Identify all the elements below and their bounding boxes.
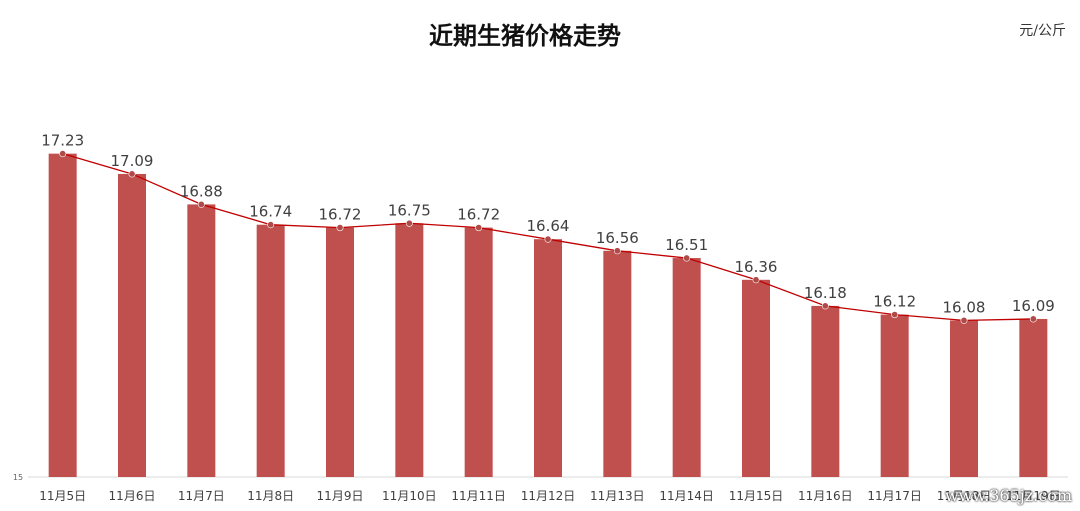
chart-title: 近期生猪价格走势	[429, 22, 621, 50]
watermark-text: www.365jz.com	[944, 486, 1072, 505]
bar	[256, 224, 285, 477]
bar	[48, 153, 77, 477]
trend-point	[960, 316, 968, 324]
trend-point	[267, 221, 275, 229]
bar	[811, 305, 840, 477]
data-label: 17.23	[41, 132, 84, 150]
bar	[187, 204, 216, 477]
bar	[1019, 318, 1048, 477]
data-label: 16.72	[457, 206, 500, 224]
x-tick-label: 11月7日	[178, 489, 225, 503]
data-label: 16.18	[804, 284, 847, 302]
trend-point	[891, 311, 899, 319]
trend-point	[59, 150, 67, 158]
trend-point	[544, 235, 552, 243]
data-label: 16.75	[388, 201, 431, 219]
trend-point	[1029, 315, 1037, 323]
trend-point	[475, 224, 483, 232]
data-label: 16.12	[873, 293, 916, 311]
x-tick-label: 11月16日	[798, 489, 853, 503]
x-tick-label: 11月19日	[1006, 489, 1061, 503]
bar	[672, 258, 701, 477]
trend-point	[683, 254, 691, 262]
bar	[534, 239, 562, 477]
bar	[742, 279, 770, 477]
bar	[603, 250, 632, 477]
bar	[395, 223, 424, 477]
data-label: 16.08	[943, 298, 986, 316]
trend-point	[405, 219, 413, 227]
x-tick-label: 11月14日	[659, 489, 714, 503]
bar	[880, 314, 909, 477]
unit-label: 元/公斤	[1019, 23, 1066, 39]
x-tick-label: 11月8日	[247, 489, 294, 503]
x-tick-label: 11月6日	[109, 489, 156, 503]
trend-point	[821, 302, 829, 310]
bar	[326, 227, 354, 477]
x-tick-label: 11月15日	[729, 489, 784, 503]
trend-point	[613, 247, 621, 255]
data-label: 16.09	[1012, 297, 1055, 315]
data-label: 16.56	[596, 229, 639, 247]
x-tick-label: 11月12日	[521, 489, 576, 503]
bar	[950, 320, 978, 477]
y-tick-label: 15	[13, 473, 23, 482]
data-label: 16.72	[319, 206, 362, 224]
x-tick-label: 11月5日	[39, 489, 86, 503]
x-tick-label: 11月13日	[590, 489, 645, 503]
x-tick-label: 11月9日	[317, 489, 364, 503]
trend-point	[197, 200, 205, 208]
trend-point	[752, 276, 760, 284]
data-label: 16.51	[665, 236, 708, 254]
data-label: 16.64	[527, 217, 570, 235]
x-tick-label: 11月10日	[382, 489, 437, 503]
data-label: 17.09	[111, 152, 154, 170]
x-tick-label: 11月17日	[867, 489, 922, 503]
x-tick-label: 11月11日	[451, 489, 506, 503]
data-label: 16.88	[180, 182, 223, 200]
bar	[464, 227, 493, 477]
trend-point	[336, 224, 344, 232]
data-label: 16.74	[249, 203, 292, 221]
data-label: 16.36	[735, 258, 778, 276]
trend-point	[128, 170, 136, 178]
bar	[118, 173, 146, 477]
x-tick-label: 11月18日	[937, 489, 992, 503]
